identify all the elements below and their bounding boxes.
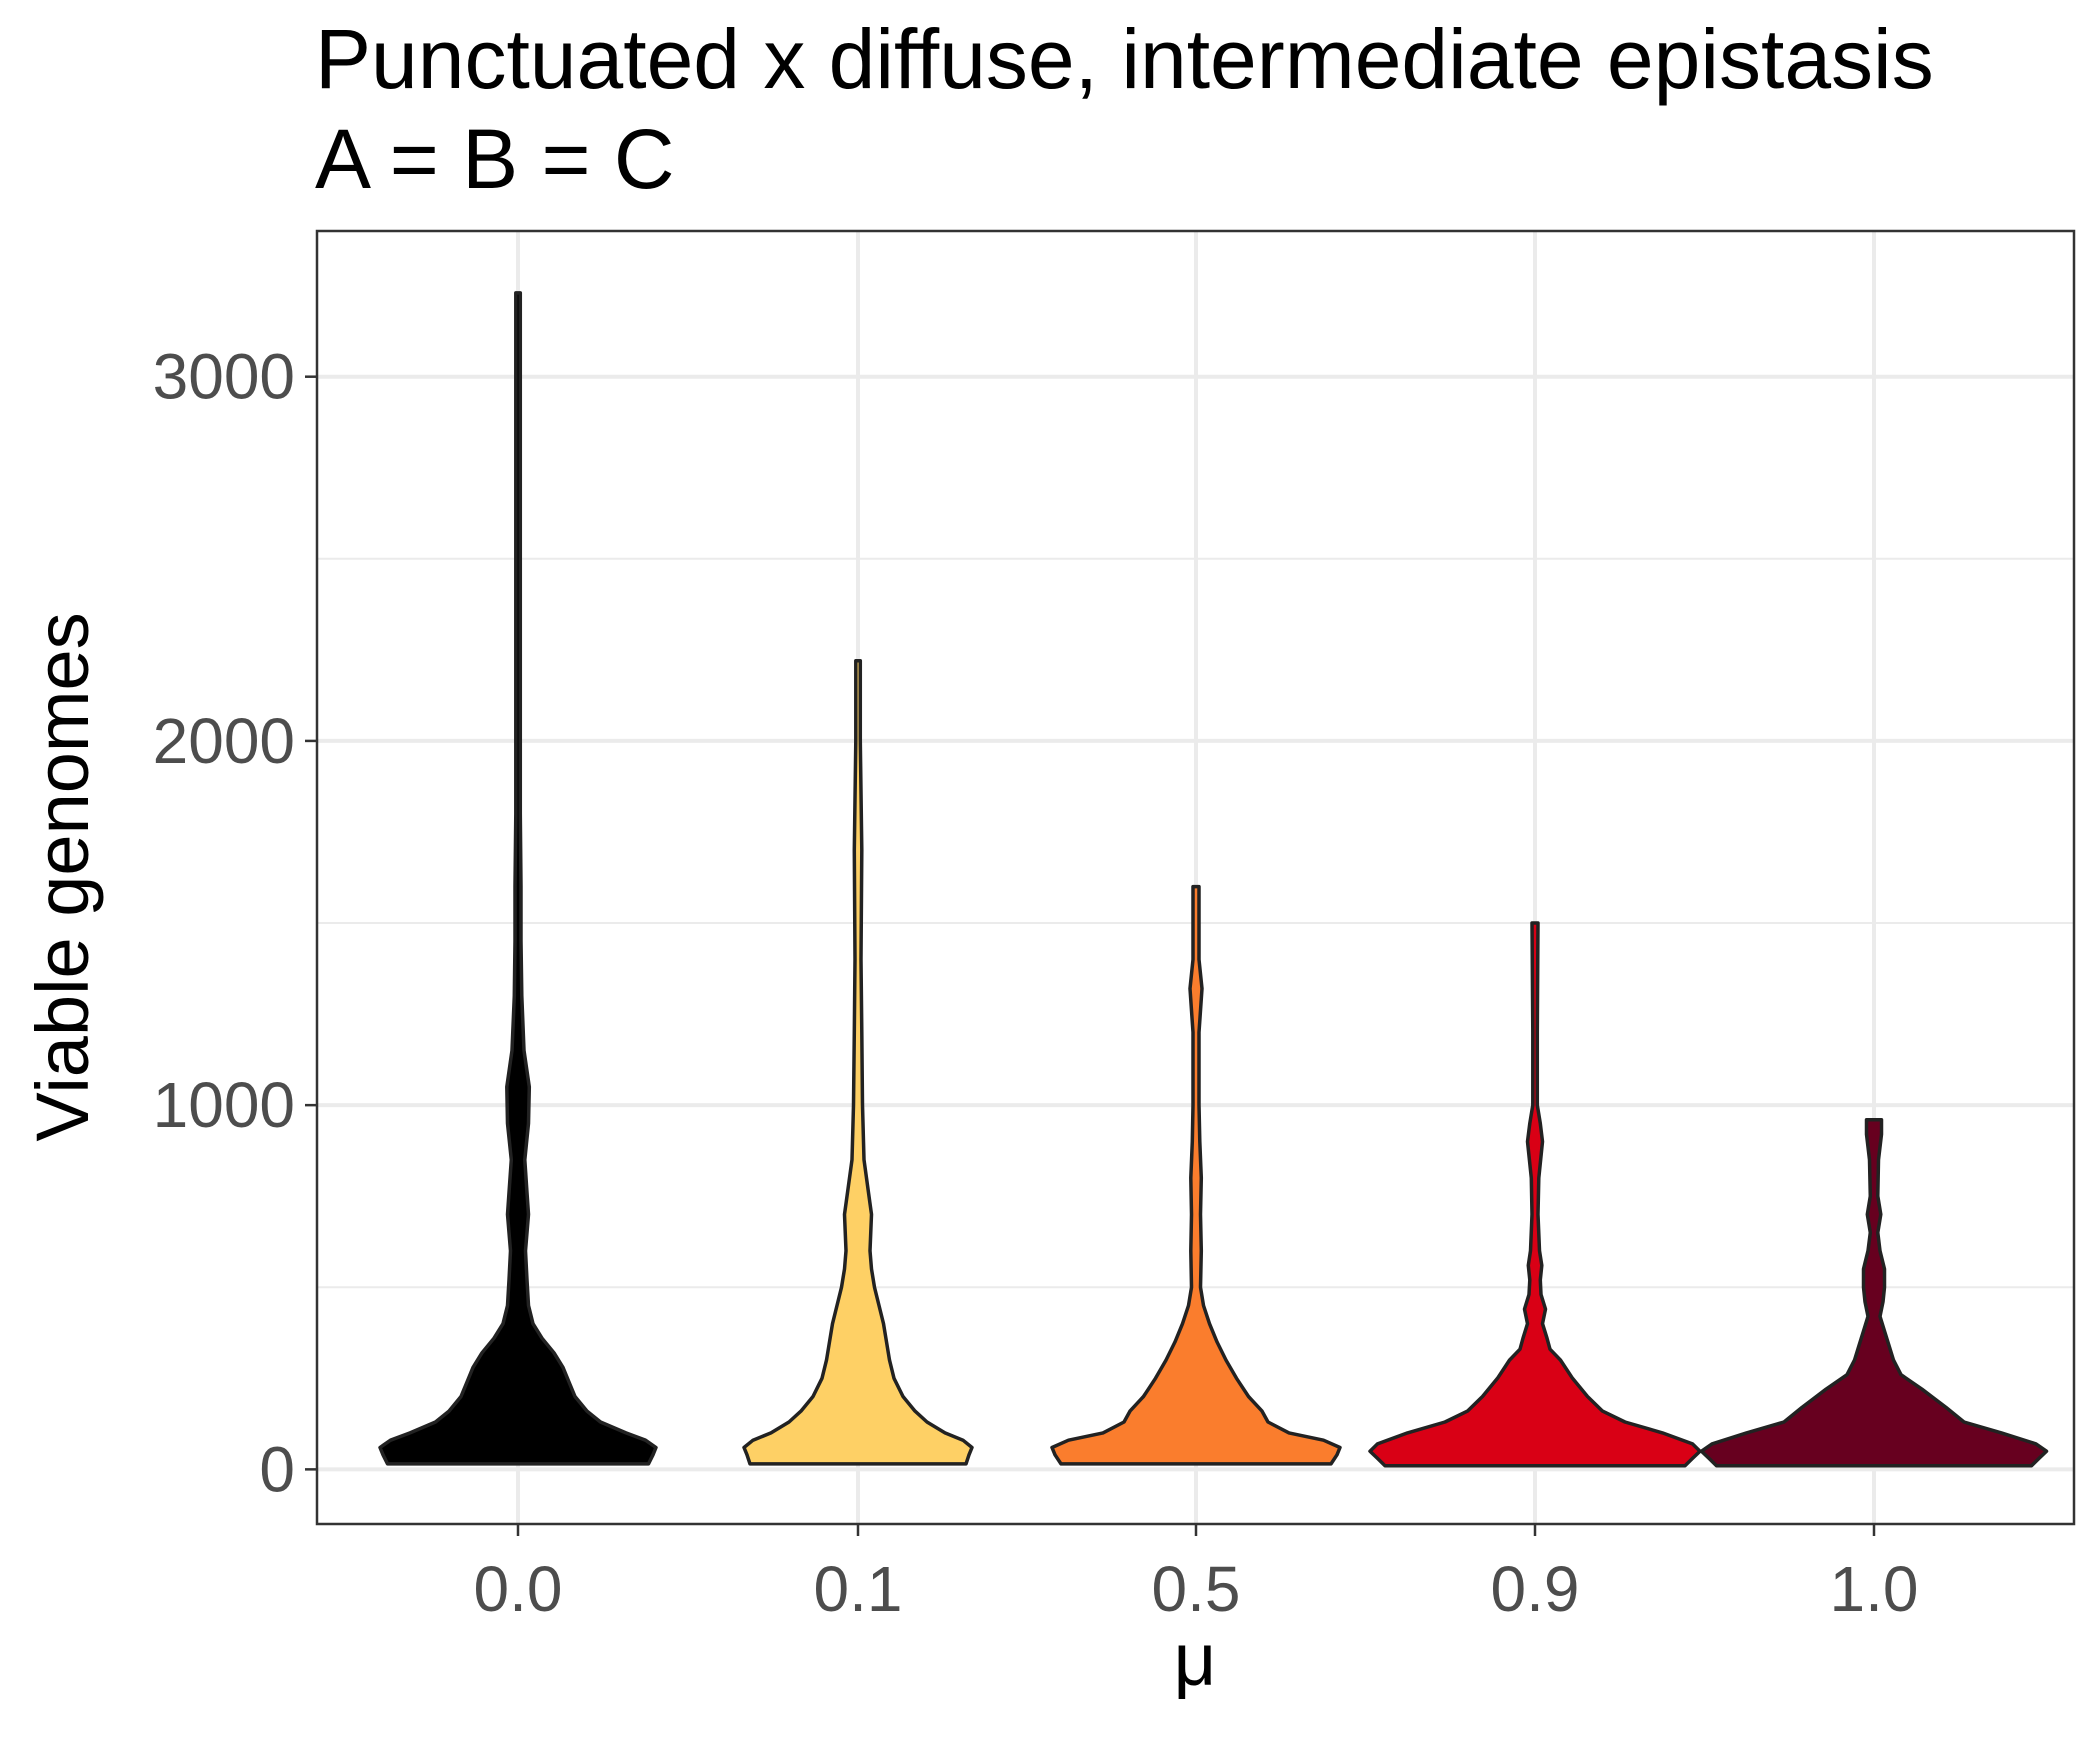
violin-0.5	[1050, 884, 1342, 1466]
y-tick-label: 3000	[153, 341, 295, 413]
violin-0.0	[378, 291, 658, 1466]
y-tick-label: 1000	[153, 1069, 295, 1141]
violin-1.0	[1699, 1117, 2049, 1468]
violin-0.1	[742, 659, 974, 1466]
violin-0.9	[1368, 921, 1702, 1468]
violin-layer	[378, 291, 2049, 1468]
chart-title: Punctuated x diffuse, intermediate epist…	[315, 12, 1934, 106]
x-tick-label: 0.5	[1152, 1553, 1241, 1625]
chart-subtitle: A = B = C	[315, 112, 675, 206]
x-tick-label: 0.1	[814, 1553, 903, 1625]
x-axis: 0.0 0.1 0.5 0.9 1.0	[474, 1524, 1919, 1625]
x-tick-label: 0.0	[474, 1553, 563, 1625]
x-axis-title: μ	[1174, 1618, 1217, 1701]
y-axis-title: Viable genomes	[21, 612, 104, 1141]
y-tick-label: 2000	[153, 705, 295, 777]
y-axis: 0 1000 2000 3000	[153, 341, 317, 1505]
x-tick-label: 1.0	[1830, 1553, 1919, 1625]
y-tick-label: 0	[259, 1433, 295, 1505]
x-tick-label: 0.9	[1491, 1553, 1580, 1625]
